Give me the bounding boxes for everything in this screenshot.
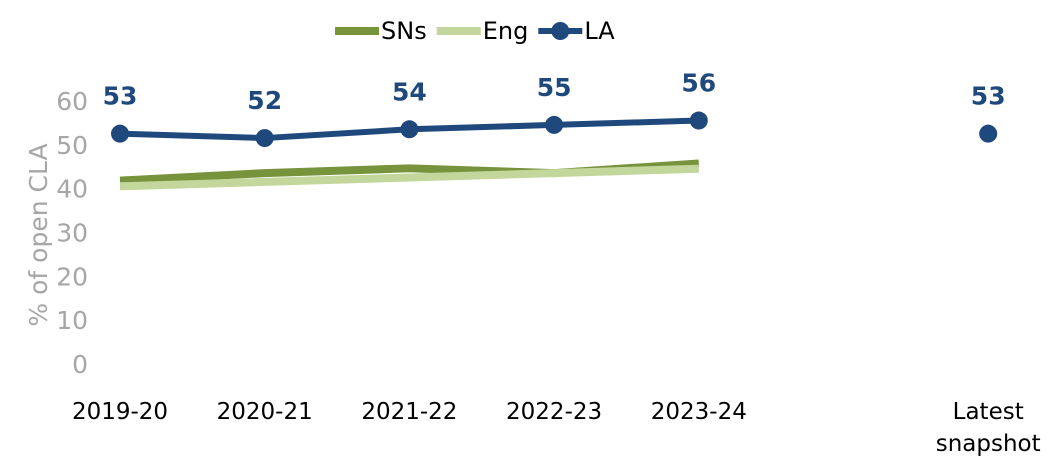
y-tick-label: 40	[56, 175, 88, 204]
legend-label: SNs	[381, 17, 427, 45]
point	[979, 124, 998, 143]
x-tick-label: 2022-23	[506, 399, 603, 425]
x-tick-label: 2023-24	[650, 399, 747, 425]
point	[689, 111, 708, 130]
y-tick-label: 0	[72, 350, 88, 379]
data-label: 53	[103, 82, 138, 111]
legend-label: LA	[584, 17, 615, 45]
point	[255, 129, 274, 148]
y-tick-label: 10	[56, 306, 88, 335]
data-label: 55	[537, 73, 572, 102]
y-tick-label: 30	[56, 219, 88, 248]
data-label: 52	[247, 86, 282, 115]
x-tick-label: 2020-21	[216, 399, 313, 425]
y-tick-label: 20	[56, 262, 88, 291]
data-label: 54	[392, 77, 427, 106]
legend-label: Eng	[483, 17, 529, 45]
y-axis-title: % of open CLA	[24, 143, 53, 326]
series-line	[119, 164, 699, 191]
point	[111, 124, 129, 143]
x-tick-label: Latest snapshot	[935, 399, 1041, 457]
data-label: 56	[681, 69, 716, 98]
point	[400, 120, 419, 139]
data-label: 53	[971, 82, 1006, 111]
x-tick-label: 2019-20	[71, 399, 169, 425]
y-tick-label: 50	[56, 131, 88, 160]
y-tick-label: 60	[56, 87, 88, 116]
point	[545, 115, 564, 134]
x-tick-label: 2021-22	[361, 399, 458, 425]
legend-marker	[551, 22, 570, 40]
